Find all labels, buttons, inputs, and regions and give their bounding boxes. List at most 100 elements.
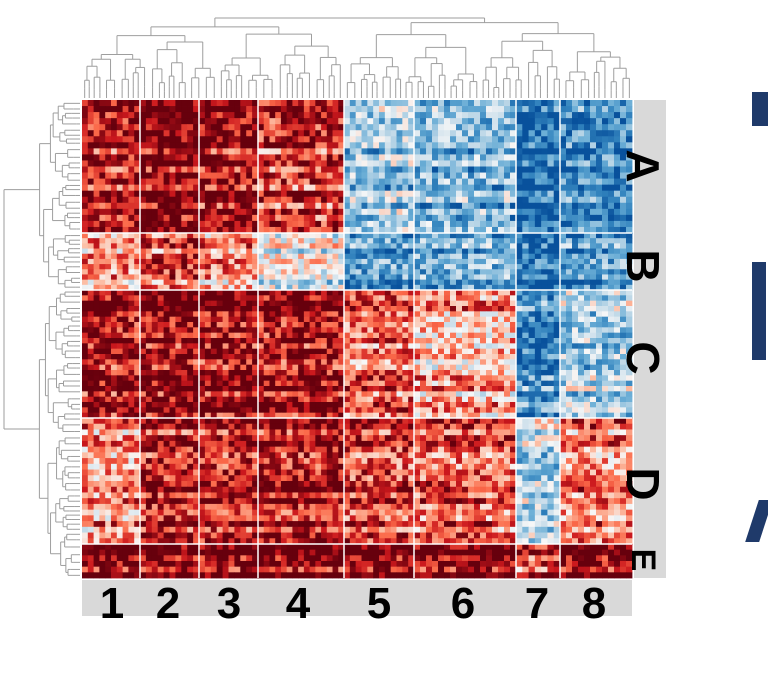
heatmap-cell: [287, 349, 293, 355]
heatmap-cell: [310, 301, 316, 307]
heatmap-cell: [584, 254, 590, 260]
heatmap-cell: [310, 249, 316, 255]
heatmap-cell: [152, 249, 158, 255]
heatmap-cell: [217, 322, 223, 328]
heatmap-cell: [246, 124, 252, 130]
heatmap-cell: [99, 274, 105, 280]
heatmap-cell: [474, 185, 480, 191]
heatmap-cell: [223, 154, 229, 160]
heatmap-cell: [432, 191, 438, 197]
heatmap-cell: [608, 221, 614, 227]
heatmap-cell: [128, 243, 134, 249]
heatmap-cell: [541, 259, 548, 265]
heatmap-cell: [205, 215, 211, 221]
heatmap-cell: [468, 354, 474, 360]
heatmap-cell: [547, 154, 554, 160]
heatmap-cell: [152, 100, 158, 106]
heatmap-cell: [379, 249, 385, 255]
heatmap-cell: [426, 264, 432, 270]
heatmap-cell: [456, 333, 462, 339]
heatmap-cell: [367, 173, 373, 179]
heatmap-cell: [397, 306, 403, 312]
heatmap-cell: [529, 338, 536, 344]
heatmap-cell: [367, 354, 373, 360]
heatmap-cell: [379, 317, 385, 323]
heatmap-cell: [164, 343, 170, 349]
heatmap-cell: [315, 280, 321, 286]
heatmap-cell: [315, 338, 321, 344]
heatmap-cell: [522, 333, 529, 339]
heatmap-cell: [432, 238, 438, 244]
heatmap-cell: [566, 274, 572, 280]
heatmap-cell: [321, 327, 327, 333]
heatmap-cell: [474, 124, 480, 130]
heatmap-cell: [164, 354, 170, 360]
heatmap-cell: [321, 197, 327, 203]
heatmap-cell: [111, 173, 117, 179]
heatmap-cell: [438, 215, 444, 221]
heatmap-cell: [292, 130, 298, 136]
heatmap-cell: [211, 349, 217, 355]
heatmap-cell: [88, 249, 94, 255]
heatmap-cell: [88, 118, 94, 124]
heatmap-cell: [88, 100, 94, 106]
heatmap-cell: [480, 280, 486, 286]
heatmap-cell: [333, 203, 339, 209]
heatmap-cell: [315, 306, 321, 312]
heatmap-cell: [397, 274, 403, 280]
heatmap-cell: [117, 269, 123, 275]
heatmap-cell: [578, 249, 584, 255]
heatmap-cell: [344, 209, 350, 215]
heatmap-cell: [146, 333, 152, 339]
heatmap-cell: [82, 100, 88, 106]
heatmap-cell: [566, 173, 572, 179]
heatmap-cell: [205, 136, 211, 142]
heatmap-cell: [205, 295, 211, 301]
heatmap-cell: [181, 136, 187, 142]
heatmap-cell: [123, 215, 129, 221]
heatmap-cell: [217, 264, 223, 270]
heatmap-cell: [572, 173, 578, 179]
heatmap-cell: [304, 221, 310, 227]
heatmap-cell: [426, 274, 432, 280]
heatmap-cell: [327, 274, 333, 280]
heatmap-cell: [373, 142, 379, 148]
heatmap-cell: [560, 259, 566, 265]
heatmap-cell: [379, 160, 385, 166]
heatmap-cell: [292, 154, 298, 160]
heatmap-cell: [304, 118, 310, 124]
heatmap-cell: [456, 160, 462, 166]
heatmap-cell: [462, 333, 468, 339]
heatmap-cell: [264, 100, 270, 106]
heatmap-cell: [350, 106, 356, 112]
heatmap-cell: [94, 290, 100, 296]
heatmap-cell: [304, 290, 310, 296]
heatmap-cell: [547, 191, 554, 197]
heatmap-cell: [373, 215, 379, 221]
heatmap-cell: [547, 136, 554, 142]
heatmap-cell: [333, 148, 339, 154]
heatmap-cell: [264, 243, 270, 249]
heatmap-cell: [516, 290, 523, 296]
heatmap-cell: [474, 203, 480, 209]
heatmap-cell: [281, 349, 287, 355]
heatmap-cell: [327, 343, 333, 349]
heatmap-cell: [170, 197, 176, 203]
heatmap-cell: [175, 154, 181, 160]
heatmap-cell: [82, 136, 88, 142]
heatmap-cell: [234, 179, 240, 185]
heatmap-cell: [315, 333, 321, 339]
heatmap-cell: [146, 106, 152, 112]
heatmap-cell: [292, 322, 298, 328]
heatmap-cell: [414, 173, 420, 179]
heatmap-cell: [516, 269, 523, 275]
heatmap-cell: [187, 327, 193, 333]
heatmap-cell: [486, 124, 492, 130]
heatmap-cell: [578, 322, 584, 328]
heatmap-cell: [504, 301, 510, 307]
heatmap-cell: [420, 327, 426, 333]
heatmap-cell: [333, 274, 339, 280]
heatmap-cell: [128, 142, 134, 148]
heatmap-cell: [450, 160, 456, 166]
heatmap-cell: [99, 197, 105, 203]
